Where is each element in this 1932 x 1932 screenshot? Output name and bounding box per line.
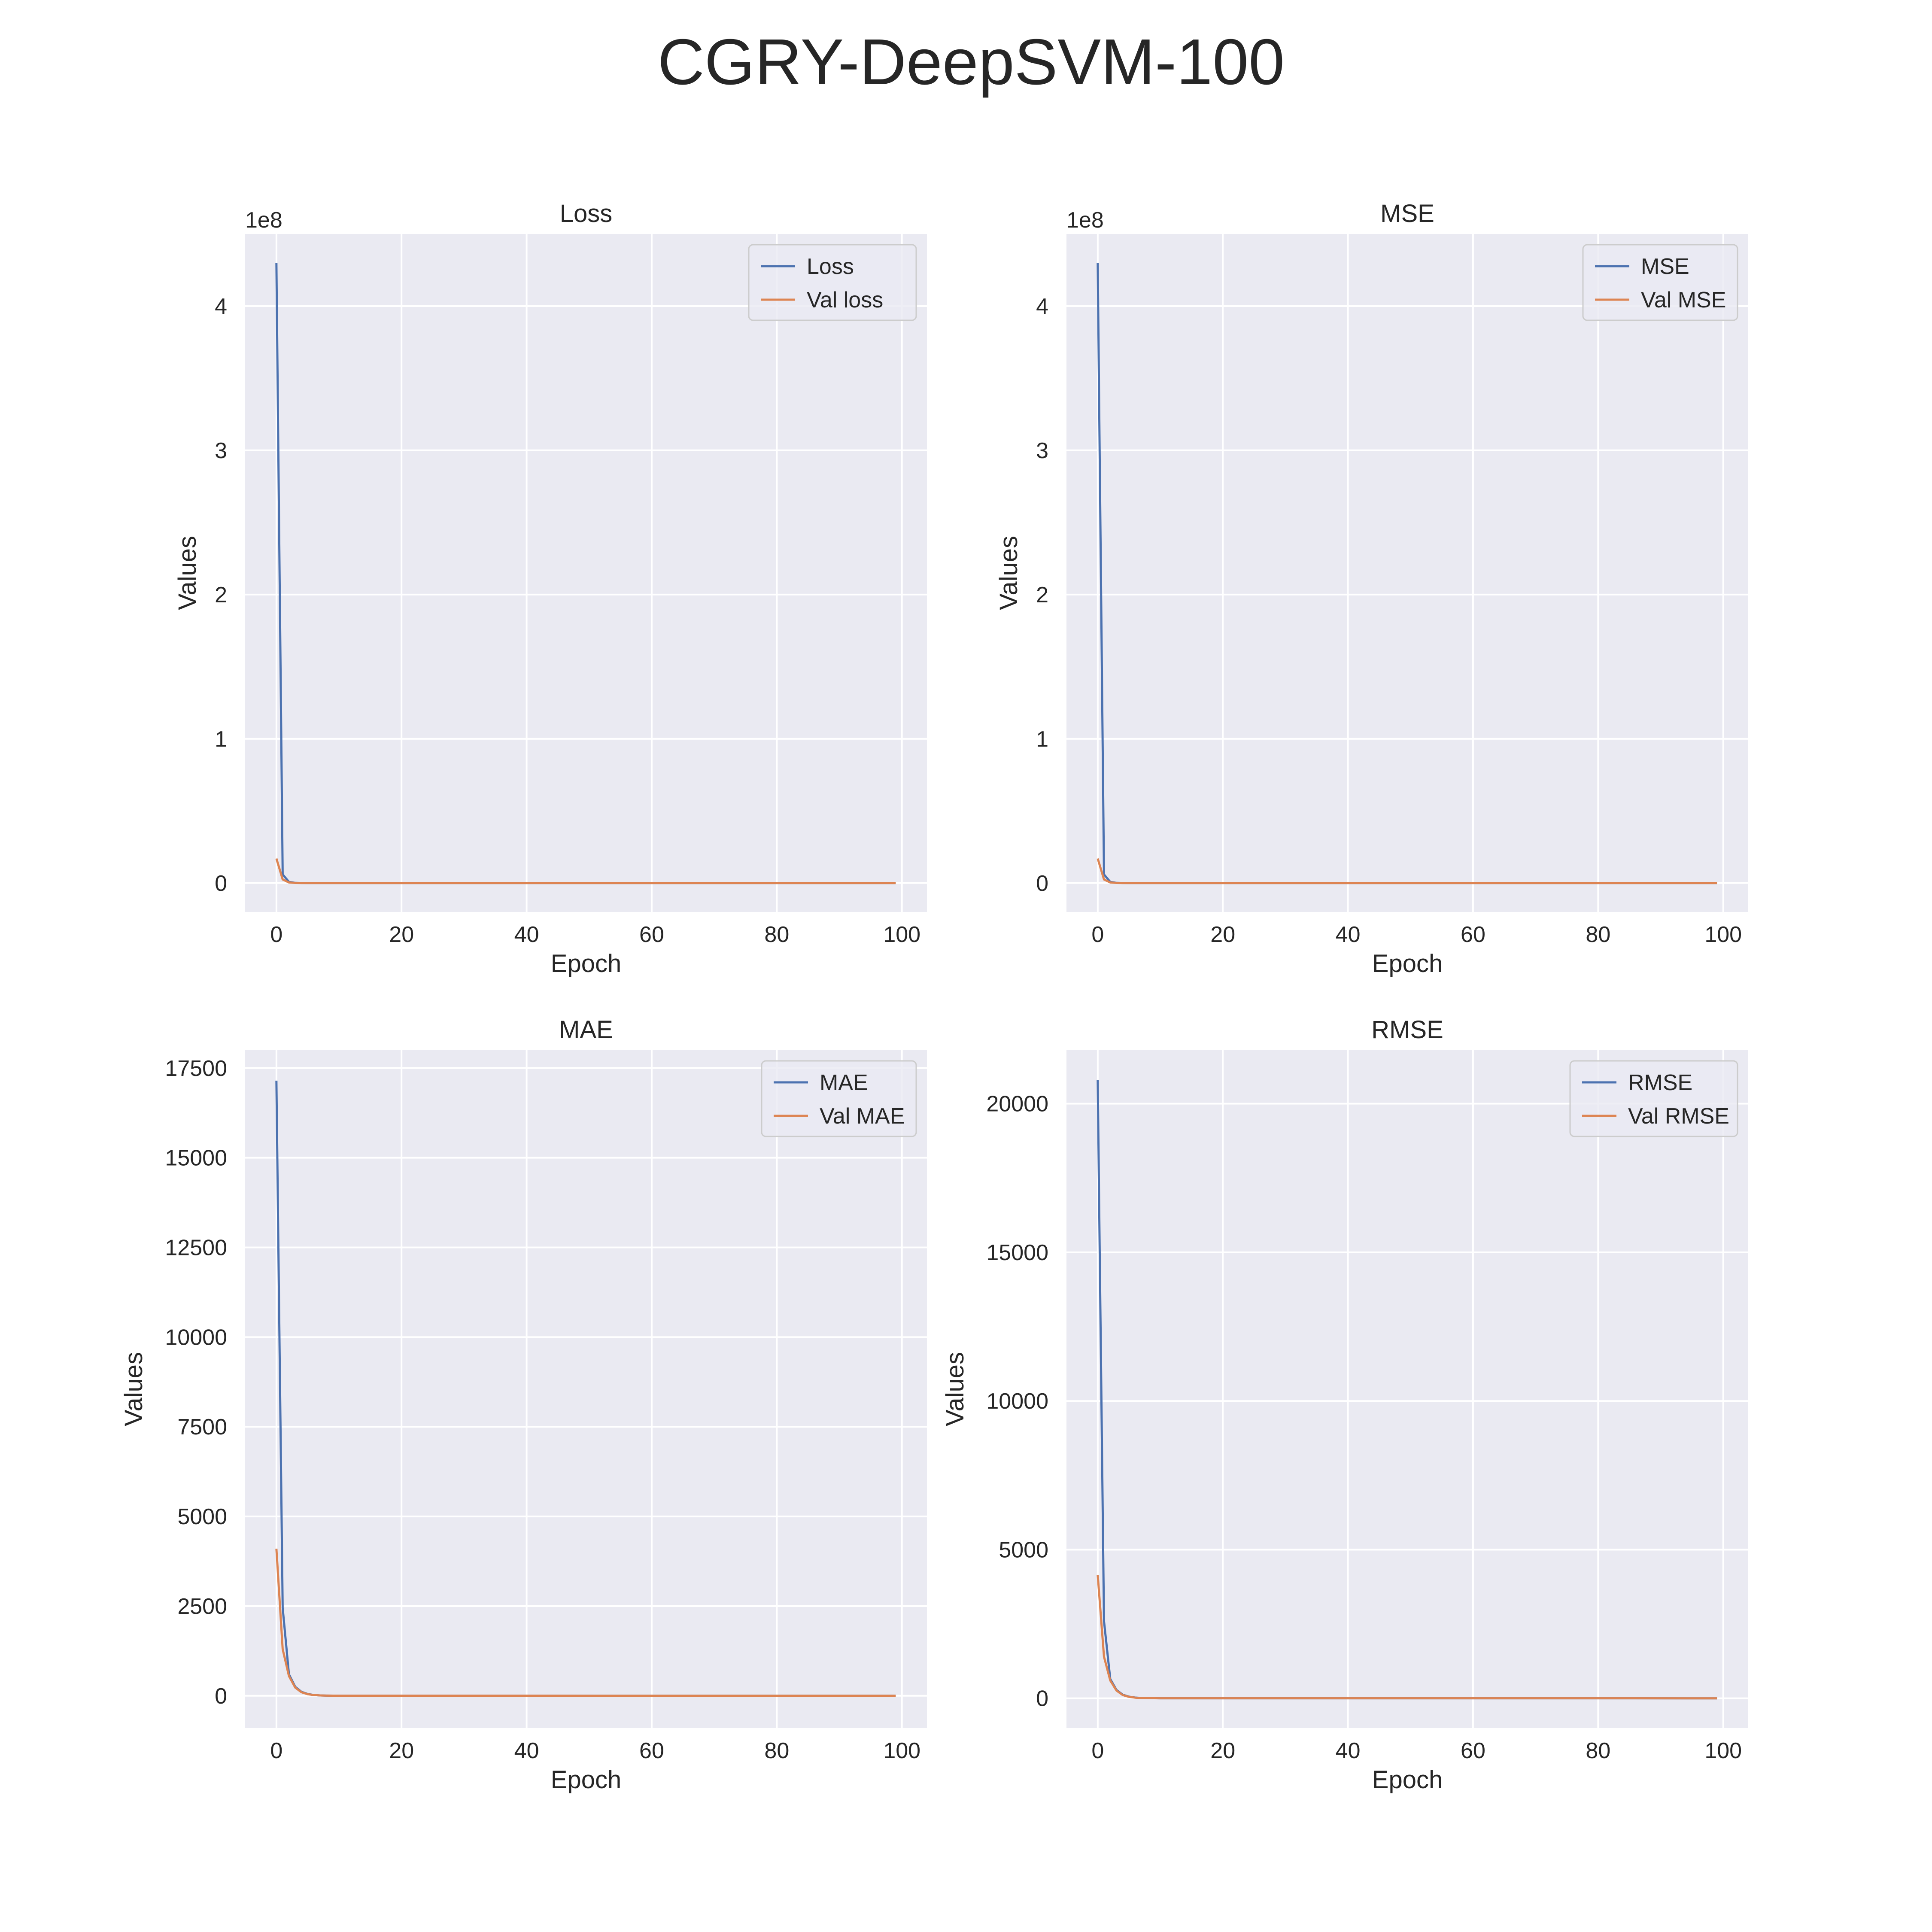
x-tick-label: 20 [1210,1738,1235,1763]
x-tick-label: 80 [1586,1738,1610,1763]
x-tick-label: 60 [639,1738,664,1763]
legend-entry: Loss [807,254,854,279]
legend-entry: MAE [820,1070,868,1095]
subplot-loss: 0 20 40 60 80 100 0 1 2 3 4 Loss 1e8 Epoch Values Loss V… [173,200,927,978]
legend: MAE Val MAE [761,1060,917,1137]
x-tick-label: 40 [514,922,539,947]
y-tick-label: 2500 [177,1594,227,1619]
y-tick-label: 15000 [165,1146,227,1171]
y-tick-label: 0 [215,1684,227,1709]
x-axis-label: Epoch [1372,1766,1443,1794]
x-tick-label: 100 [883,1738,920,1763]
legend: MSE Val MSE [1582,244,1738,321]
y-tick-label: 7500 [177,1415,227,1440]
legend-entry: MSE [1641,254,1689,279]
subplot-mse: 0 20 40 60 80 100 0 1 2 3 4 MSE 1e8 Epoch Values MSE Val… [995,200,1748,978]
x-tick-label: 20 [1210,922,1235,947]
subplot-title: Loss [560,200,613,228]
legend: RMSE Val RMSE [1569,1060,1738,1137]
legend-frame [1569,1060,1738,1137]
y-axis-label: Values [995,536,1023,610]
series-line-val-loss [275,858,896,884]
subplots: 0 20 40 60 80 10001234Loss1e8EpochValuesLossV… [120,200,1748,1794]
legend-frame [748,244,917,321]
subplot-mae: 0 20 40 60 80 100 0 2500 5000 7500 10000 12500 15000… [120,1016,927,1794]
x-tick-label: 0 [1091,922,1104,947]
x-tick-label: 0 [270,1738,283,1763]
plot-area [245,234,927,912]
y-tick-label: 4 [1036,294,1048,319]
x-tick-label: 80 [764,1738,789,1763]
y-tick-label: 3 [1036,438,1048,463]
x-axis-label: Epoch [1372,950,1443,978]
subplot-title: MAE [559,1016,613,1044]
x-tick-label: 40 [1336,1738,1361,1763]
figure-title: CGRY-DeepSVM-100 [658,25,1285,98]
x-tick-label: 100 [1704,1738,1742,1763]
y-tick-label: 3 [215,438,227,463]
y-axis-label: Values [120,1352,148,1426]
y-tick-label: 10000 [986,1389,1048,1414]
y-tick-label: 10000 [165,1325,227,1350]
y-tick-label: 0 [1036,1686,1048,1711]
legend-frame [1582,244,1738,321]
legend-entry: Val MSE [1641,288,1726,313]
y-tick-label: 20000 [986,1092,1048,1117]
series-line-val-mae [275,1549,896,1697]
legend-entry: Val MAE [820,1104,905,1129]
y-tick-label: 5000 [999,1537,1048,1562]
legend: Loss Val loss [748,244,917,321]
y-tick-label: 12500 [165,1235,227,1260]
x-tick-label: 0 [1091,1738,1104,1763]
y-tick-label: 2 [215,583,227,608]
series-line-val-rmse [1097,1575,1717,1700]
y-axis-label: Values [941,1352,969,1426]
y-tick-label: 0 [215,871,227,896]
x-tick-label: 60 [1461,1738,1485,1763]
y-tick-label: 15000 [986,1240,1048,1265]
x-tick-label: 100 [1704,922,1742,947]
x-tick-label: 80 [1586,922,1610,947]
x-axis-label: Epoch [551,950,621,978]
subplot-title: RMSE [1371,1016,1443,1044]
subplot-title: MSE [1380,200,1434,228]
y-tick-label: 2 [1036,583,1048,608]
y-axis-label: Values [173,536,201,610]
x-tick-label: 0 [270,922,283,947]
y-tick-label: 1 [1036,727,1048,752]
subplot-rmse: 0 20 40 60 80 100 0 5000 10000 15000 20000 RMSE Epoc… [941,1016,1748,1794]
legend-frame [761,1060,917,1137]
plot-area [245,1050,927,1728]
x-axis-label: Epoch [551,1766,621,1794]
y-offset-label: 1e8 [1066,208,1104,233]
legend-entry: RMSE [1628,1070,1692,1095]
x-tick-label: 80 [764,922,789,947]
legend-entry: Val loss [807,288,883,313]
legend-entry: Val RMSE [1628,1104,1729,1129]
x-tick-label: 60 [639,922,664,947]
x-tick-label: 60 [1461,922,1485,947]
y-offset-label: 1e8 [245,208,283,233]
x-tick-label: 20 [389,922,414,947]
plot-area [1066,234,1748,912]
x-tick-label: 20 [389,1738,414,1763]
y-tick-label: 0 [1036,871,1048,896]
y-tick-label: 5000 [177,1504,227,1529]
y-tick-label: 4 [215,294,227,319]
series-line-val-mse [1097,858,1717,884]
plot-area [1066,1050,1748,1728]
y-tick-label: 1 [215,727,227,752]
x-tick-label: 100 [883,922,920,947]
y-tick-label: 17500 [165,1056,227,1081]
x-tick-label: 40 [1336,922,1361,947]
x-tick-label: 40 [514,1738,539,1763]
